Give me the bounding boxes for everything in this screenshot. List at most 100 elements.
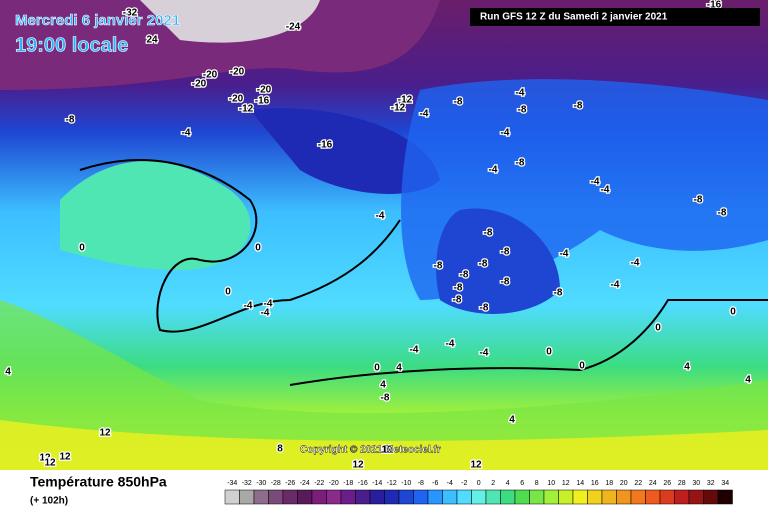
map-label: -4 xyxy=(420,109,429,120)
map-label: 24 xyxy=(146,35,158,46)
scale-label: 30 xyxy=(692,480,700,487)
scale-swatch xyxy=(500,489,516,505)
scale-swatch xyxy=(282,489,298,505)
scale-swatch xyxy=(616,489,632,505)
map-label: 4 xyxy=(745,375,751,386)
color-scale: -34 -32 -30 -28 -26 -24 -22 -20 -18 -16 -14 -12 -10-… xyxy=(224,480,733,505)
scale-swatch xyxy=(471,489,487,505)
map-label: 4 xyxy=(396,363,402,374)
scale-label: 24 xyxy=(649,480,657,487)
map-label: -8 xyxy=(454,283,463,294)
map-label: -4 xyxy=(631,258,640,269)
scale-label: 12 xyxy=(562,480,570,487)
europe-core xyxy=(436,208,560,314)
scale-swatch xyxy=(384,489,400,505)
scale-label: -26 xyxy=(285,480,295,487)
map-label: -8 xyxy=(381,393,390,404)
map-label: 0 xyxy=(374,363,380,374)
scale-swatch xyxy=(413,489,429,505)
map-label: -8 xyxy=(501,247,510,258)
scale-swatch xyxy=(688,489,704,505)
scale-swatch xyxy=(239,489,255,505)
scale-swatch xyxy=(340,489,356,505)
map-label: 0 xyxy=(79,243,85,254)
scale-swatch xyxy=(514,489,530,505)
scale-swatch xyxy=(398,489,414,505)
scale-label: 18 xyxy=(605,480,613,487)
map-label: -4 xyxy=(261,308,270,319)
scale-swatch xyxy=(253,489,269,505)
scale-swatch xyxy=(630,489,646,505)
map-label: -4 xyxy=(264,299,273,310)
scale-label: -12 xyxy=(387,480,397,487)
map-label: 0 xyxy=(730,307,736,318)
map-label: -16 xyxy=(255,96,270,107)
map-label: -4 xyxy=(182,128,191,139)
scale-label: 6 xyxy=(520,480,524,487)
map-label: -4 xyxy=(446,339,455,350)
map-label: 0 xyxy=(546,347,552,358)
map-label: -8 xyxy=(554,288,563,299)
scale-swatch xyxy=(587,489,603,505)
scale-label: 4 xyxy=(506,480,510,487)
scale-swatch xyxy=(427,489,443,505)
map-label: 12 xyxy=(99,428,111,439)
map-label: 0 xyxy=(255,243,261,254)
map-label: 0 xyxy=(225,287,231,298)
scale-swatch xyxy=(572,489,588,505)
map-label: -4 xyxy=(601,185,610,196)
scale-label: -22 xyxy=(314,480,324,487)
coastline xyxy=(79,159,768,386)
map-label: -8 xyxy=(460,270,469,281)
map-label: -16 xyxy=(318,140,333,151)
scale-swatch xyxy=(355,489,371,505)
scale-label: -34 xyxy=(227,480,237,487)
map-label: -20 xyxy=(257,85,272,96)
map-label: -4 xyxy=(516,88,525,99)
south-warm xyxy=(0,300,768,470)
map-label: -4 xyxy=(244,301,253,312)
south-hot xyxy=(0,420,768,470)
map-label: 0 xyxy=(655,323,661,334)
map xyxy=(0,0,768,470)
scale-label: -28 xyxy=(271,480,281,487)
scale-label: 34 xyxy=(721,480,729,487)
cold-zone xyxy=(0,0,440,90)
map-label: -4 xyxy=(480,348,489,359)
scale-label: -20 xyxy=(329,480,339,487)
map-label: 12 xyxy=(381,445,393,456)
scale-swatch xyxy=(674,489,690,505)
scale-label: 2 xyxy=(491,480,495,487)
map-label: 12 xyxy=(44,458,56,469)
scale-label: -30 xyxy=(256,480,266,487)
greenland-warm xyxy=(60,161,251,270)
scale-swatch xyxy=(297,489,313,505)
map-label: -16 xyxy=(707,0,722,11)
map-label: -8 xyxy=(484,228,493,239)
scale-label: 14 xyxy=(576,480,584,487)
scale-swatch xyxy=(717,489,733,505)
scale-label: 10 xyxy=(547,480,555,487)
map-label: -20 xyxy=(192,79,207,90)
scale-swatch xyxy=(529,489,545,505)
map-label: -12 xyxy=(239,104,254,115)
scale-swatch xyxy=(558,489,574,505)
map-label: -12 xyxy=(398,95,413,106)
scale-label: -18 xyxy=(343,480,353,487)
map-label: -8 xyxy=(434,261,443,272)
map-label: -8 xyxy=(501,277,510,288)
map-label: -8 xyxy=(479,259,488,270)
map-label: -4 xyxy=(560,249,569,260)
scale-label: 32 xyxy=(707,480,715,487)
scale-swatch xyxy=(456,489,472,505)
map-label: -20 xyxy=(203,70,218,81)
scale-label: -10 xyxy=(401,480,411,487)
scale-swatch xyxy=(326,489,342,505)
scale-label: -32 xyxy=(242,480,252,487)
map-label: -8 xyxy=(453,295,462,306)
map-label: 12 xyxy=(470,460,482,471)
footer-subtitle: (+ 102h) xyxy=(30,496,68,507)
map-label: -8 xyxy=(454,97,463,108)
map-label: -12 xyxy=(391,103,406,114)
